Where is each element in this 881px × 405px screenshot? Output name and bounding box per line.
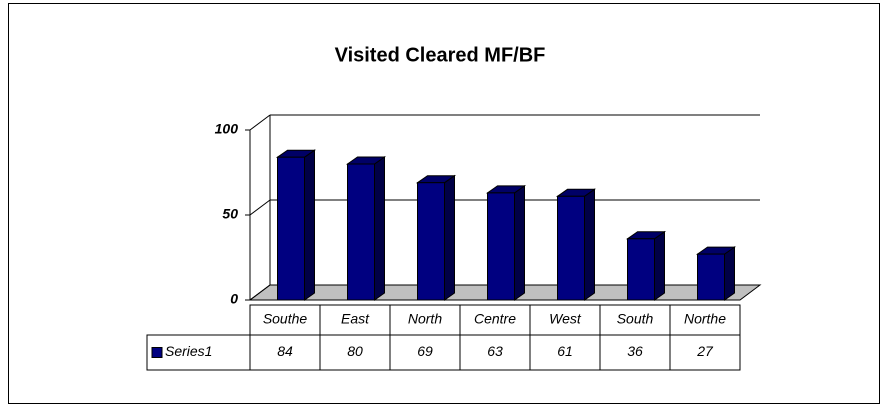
bar-side [374, 156, 385, 301]
bar-side [304, 149, 315, 301]
chart-title: Visited Cleared MF/BF [335, 44, 546, 66]
grid-line-side [249, 199, 271, 216]
bar [557, 195, 585, 301]
bar [277, 156, 305, 301]
data-table-value: 27 [696, 343, 714, 359]
y-tick-label: 100 [215, 121, 239, 137]
grid-line-side [249, 114, 271, 131]
x-tick-label: West [549, 311, 582, 327]
legend-label: Series1 [165, 343, 212, 359]
x-tick-label: East [341, 311, 370, 327]
bar-side [444, 174, 455, 301]
data-table-value: 69 [417, 343, 433, 359]
bar-side [724, 246, 735, 301]
bar-side [514, 184, 525, 301]
data-table-value: 84 [277, 343, 293, 359]
bar-side [584, 188, 595, 301]
y-tick-label: 0 [230, 291, 238, 307]
data-table-row [146, 334, 741, 371]
bar [487, 192, 515, 301]
bar [417, 182, 445, 301]
y-tick-label: 50 [222, 206, 238, 222]
x-tick-label: Northe [684, 311, 726, 327]
data-table-value: 36 [627, 343, 643, 359]
legend-key [151, 347, 163, 358]
grid-line-side [249, 284, 271, 301]
x-tick-label: South [617, 311, 654, 327]
bar [627, 238, 655, 301]
bar [697, 253, 725, 301]
data-table-value: 63 [487, 343, 503, 359]
x-tick-label: North [408, 311, 442, 327]
bar [347, 163, 375, 301]
x-tick-label: Centre [474, 311, 516, 327]
x-tick-label: Southe [263, 311, 308, 327]
data-table-value: 80 [347, 343, 363, 359]
data-table-value: 61 [557, 343, 573, 359]
bar-side [654, 230, 665, 301]
